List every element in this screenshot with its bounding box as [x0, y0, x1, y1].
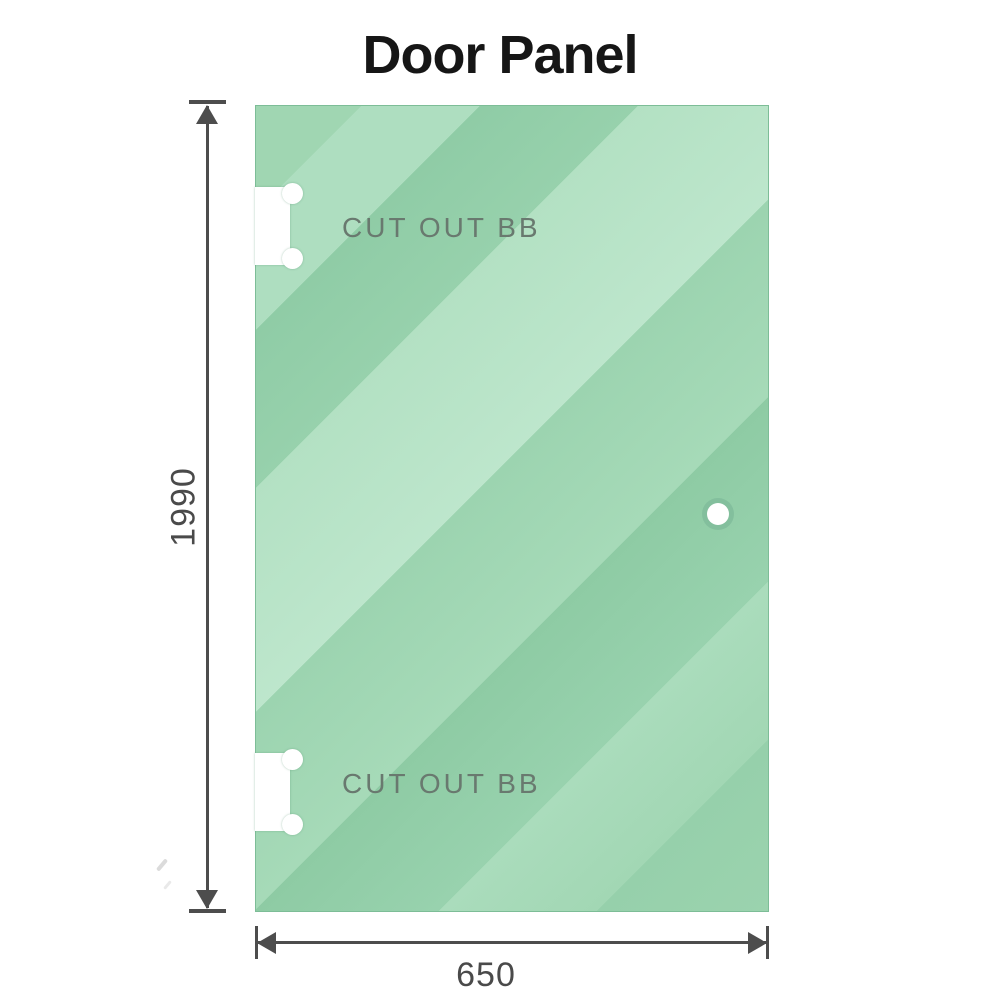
hinge-cutout-top-drill-hole-lower — [282, 248, 303, 269]
handle-hole — [702, 498, 734, 530]
hinge-cutout-bottom-drill-hole-upper — [282, 749, 303, 770]
glass-panel: CUT OUT BB CUT OUT BB — [255, 105, 769, 912]
width-dimension-value: 650 — [456, 956, 516, 994]
height-dimension-line — [206, 106, 209, 908]
hinge-cutout-top-drill-hole-upper — [282, 183, 303, 204]
scan-smudge — [163, 880, 172, 890]
width-dimension-line — [258, 941, 766, 944]
hinge-cutout-bottom-drill-hole-lower — [282, 814, 303, 835]
hinge-cutout-bottom — [255, 749, 305, 835]
width-dimension-arrow-left-icon — [257, 932, 276, 954]
scan-smudge — [155, 858, 169, 872]
height-dimension-arrow-down-icon — [196, 890, 218, 909]
hinge-cutout-top — [255, 183, 305, 269]
height-dimension-value: 1990 — [164, 467, 203, 547]
handle-hole-inner — [707, 503, 729, 525]
width-dimension-cap-right — [766, 926, 769, 959]
height-dimension-arrow-up-icon — [196, 105, 218, 124]
width-dimension-cap-left — [255, 926, 258, 959]
cutout-label-top: CUT OUT BB — [342, 212, 541, 243]
diagram-title: Door Panel — [362, 25, 638, 85]
cutout-label-bottom: CUT OUT BB — [342, 768, 541, 799]
width-dimension-arrow-right-icon — [748, 932, 767, 954]
height-dimension-cap-top — [189, 100, 226, 104]
height-dimension-cap-bottom — [189, 909, 226, 913]
